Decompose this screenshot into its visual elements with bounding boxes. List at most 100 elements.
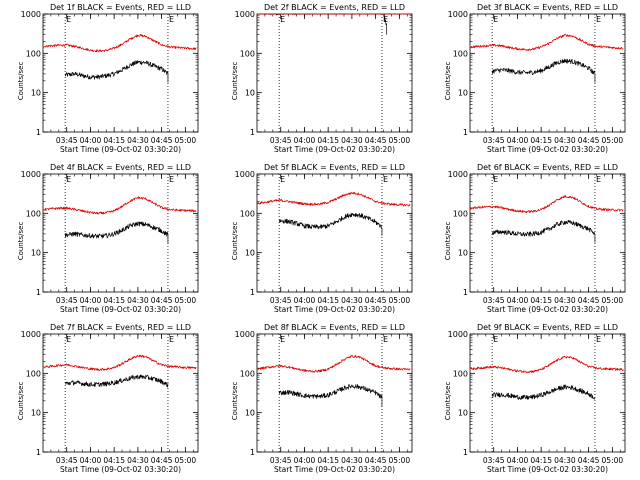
x-tick-label: 04:30: [341, 296, 363, 305]
x-axis-label: Start Time (09-Oct-02 03:30:20): [487, 465, 608, 474]
y-tick-label: 100: [26, 49, 41, 58]
x-tick-label: 04:15: [103, 456, 125, 465]
y-tick-label: 10: [31, 249, 41, 258]
chart-panel-8: Det 8f BLACK = Events, RED = LLD 1 10 100 10…: [231, 323, 413, 474]
y-tick-label: 100: [240, 209, 255, 218]
chart-panel-1: Det 1f BLACK = Events, RED = LLD 1 10 100 10…: [17, 3, 199, 154]
series-lld-line: [256, 191, 411, 207]
x-tick-label: 04:00: [294, 136, 316, 145]
x-tick-label: 03:45: [56, 456, 78, 465]
x-tick-label: 05:00: [175, 456, 197, 465]
x-tick-label: 05:00: [602, 296, 624, 305]
y-tick-label: 1: [36, 128, 41, 137]
x-tick-label: 03:45: [270, 456, 292, 465]
y-tick-label: 1000: [448, 170, 468, 179]
x-tick-label: 04:30: [554, 136, 576, 145]
y-tick-label: 100: [453, 209, 468, 218]
chart-title: Det 9f BLACK = Events, RED = LLD: [477, 323, 618, 332]
series-events-line: [278, 212, 383, 236]
event-marker-label: E: [169, 15, 174, 24]
x-tick-label: 04:45: [578, 456, 600, 465]
event-marker-label: E: [169, 175, 174, 184]
x-tick-label: 04:45: [151, 456, 173, 465]
series-lld-line: [256, 354, 411, 373]
x-tick-label: 04:00: [294, 456, 316, 465]
y-tick-label: 1: [250, 448, 255, 457]
event-marker-label: E: [493, 175, 498, 184]
x-tick-label: 04:45: [365, 296, 387, 305]
series-events-line: [64, 60, 169, 83]
x-axis-label: Start Time (09-Oct-02 03:30:20): [487, 305, 608, 314]
x-tick-label: 04:15: [103, 296, 125, 305]
event-marker-label: E: [280, 335, 285, 344]
x-tick-label: 04:00: [507, 136, 529, 145]
series-lld-line: [469, 355, 624, 374]
series-events-line: [491, 219, 596, 243]
x-tick-label: 04:00: [80, 136, 102, 145]
x-tick-label: 04:30: [127, 296, 149, 305]
event-marker-label: E: [493, 15, 498, 24]
y-tick-label: 1: [463, 128, 468, 137]
y-axis-label: Counts/sec: [444, 62, 452, 101]
x-tick-label: 04:45: [151, 136, 173, 145]
series-events-line: [64, 374, 169, 388]
x-tick-label: 04:00: [507, 296, 529, 305]
chart-panel-3: Det 3f BLACK = Events, RED = LLD 1 10 100 10…: [444, 3, 626, 154]
series-events-line: [257, 13, 388, 35]
event-marker-label: E: [280, 175, 285, 184]
y-tick-label: 1000: [448, 10, 468, 19]
y-tick-label: 100: [26, 369, 41, 378]
series-events-line: [491, 58, 596, 83]
x-tick-label: 04:00: [294, 296, 316, 305]
x-tick-label: 04:15: [103, 136, 125, 145]
series-lld-line: [469, 33, 624, 51]
y-tick-label: 1000: [448, 330, 468, 339]
y-tick-label: 1: [463, 448, 468, 457]
x-tick-label: 05:00: [389, 296, 411, 305]
y-tick-label: 100: [240, 49, 255, 58]
event-marker-label: E: [596, 15, 601, 24]
x-axis-label: Start Time (09-Oct-02 03:30:20): [274, 145, 395, 154]
x-tick-label: 05:00: [175, 136, 197, 145]
x-axis-label: Start Time (09-Oct-02 03:30:20): [60, 305, 181, 314]
chart-title: Det 4f BLACK = Events, RED = LLD: [50, 163, 191, 172]
series-lld-line: [42, 34, 197, 53]
series-events-line: [491, 384, 596, 400]
x-tick-label: 04:30: [341, 456, 363, 465]
y-tick-label: 10: [31, 409, 41, 418]
plot-frame: [256, 333, 413, 453]
x-tick-label: 03:45: [270, 136, 292, 145]
plot-frame: [256, 173, 413, 293]
y-axis-label: Counts/sec: [231, 62, 239, 101]
x-tick-label: 03:45: [483, 456, 505, 465]
x-axis-label: Start Time (09-Oct-02 03:30:20): [274, 465, 395, 474]
y-tick-label: 1000: [21, 330, 41, 339]
y-tick-label: 10: [245, 89, 255, 98]
chart-panel-2: Det 2f BLACK = Events, RED = LLD 1 10 100 10…: [231, 3, 413, 154]
chart-title: Det 6f BLACK = Events, RED = LLD: [477, 163, 618, 172]
x-tick-label: 05:00: [602, 136, 624, 145]
plot-frame: [256, 13, 413, 133]
y-tick-label: 1000: [21, 10, 41, 19]
x-tick-label: 04:30: [127, 456, 149, 465]
y-tick-label: 100: [453, 369, 468, 378]
y-axis-label: Counts/sec: [17, 62, 25, 101]
x-tick-label: 04:15: [530, 456, 552, 465]
chart-panel-7: Det 7f BLACK = Events, RED = LLD 1 10 100 10…: [17, 323, 199, 474]
x-axis-label: Start Time (09-Oct-02 03:30:20): [274, 305, 395, 314]
y-axis-label: Counts/sec: [444, 222, 452, 261]
chart-title: Det 1f BLACK = Events, RED = LLD: [50, 3, 191, 12]
x-axis-label: Start Time (09-Oct-02 03:30:20): [487, 145, 608, 154]
x-tick-label: 04:30: [341, 136, 363, 145]
y-tick-label: 1: [463, 288, 468, 297]
series-events-line: [278, 384, 383, 407]
x-tick-label: 05:00: [389, 136, 411, 145]
x-tick-label: 04:45: [365, 456, 387, 465]
x-tick-label: 05:00: [389, 456, 411, 465]
y-tick-label: 10: [31, 89, 41, 98]
x-tick-label: 04:30: [127, 136, 149, 145]
y-tick-label: 1000: [21, 170, 41, 179]
chart-panel-4: Det 4f BLACK = Events, RED = LLD 1 10 100 10…: [17, 163, 199, 314]
y-tick-label: 1000: [235, 170, 255, 179]
